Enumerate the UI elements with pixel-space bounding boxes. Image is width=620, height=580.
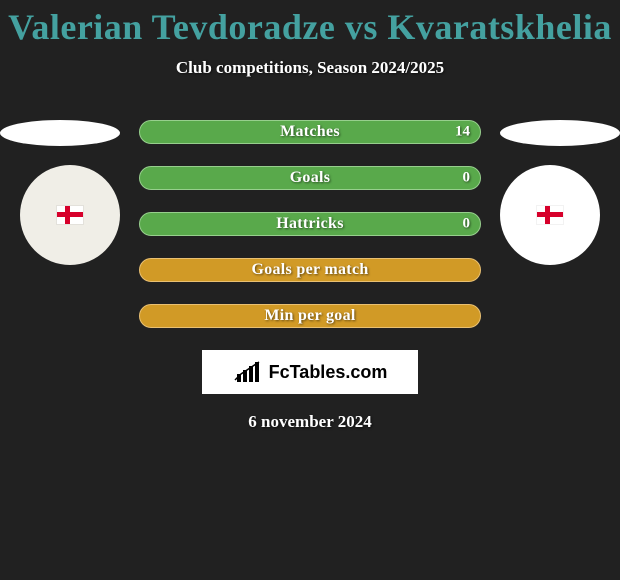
flag-icon xyxy=(537,206,563,224)
right-player-circle xyxy=(500,165,600,265)
logo-text: FcTables.com xyxy=(269,362,388,383)
date-text: 6 november 2024 xyxy=(0,412,620,432)
chart-icon xyxy=(233,360,265,384)
stat-bar-label: Goals xyxy=(290,169,331,187)
stat-bar: Goals 0 xyxy=(139,166,481,190)
stat-bar-value: 14 xyxy=(455,124,470,141)
stat-bar: Hattricks 0 xyxy=(139,212,481,236)
comparison-stage: Matches 14 Goals 0 Hattricks 0 Goals per match… xyxy=(0,120,620,328)
stat-bar: Matches 14 xyxy=(139,120,481,144)
stat-bar: Goals per match xyxy=(139,258,481,282)
right-ellipse xyxy=(500,120,620,146)
stat-bar-label: Goals per match xyxy=(251,261,368,279)
stat-bar: Min per goal xyxy=(139,304,481,328)
stat-bar-value: 0 xyxy=(463,170,471,187)
stat-bar-label: Min per goal xyxy=(264,307,355,325)
page-subtitle: Club competitions, Season 2024/2025 xyxy=(0,58,620,78)
flag-icon xyxy=(57,206,83,224)
stat-bar-label: Matches xyxy=(280,123,340,141)
left-ellipse xyxy=(0,120,120,146)
left-player-circle xyxy=(20,165,120,265)
logo-box: FcTables.com xyxy=(202,350,418,394)
stat-bar-label: Hattricks xyxy=(276,215,344,233)
stat-bar-value: 0 xyxy=(463,216,471,233)
page-title: Valerian Tevdoradze vs Kvaratskhelia xyxy=(0,0,620,48)
stat-bars: Matches 14 Goals 0 Hattricks 0 Goals per match… xyxy=(139,120,481,328)
